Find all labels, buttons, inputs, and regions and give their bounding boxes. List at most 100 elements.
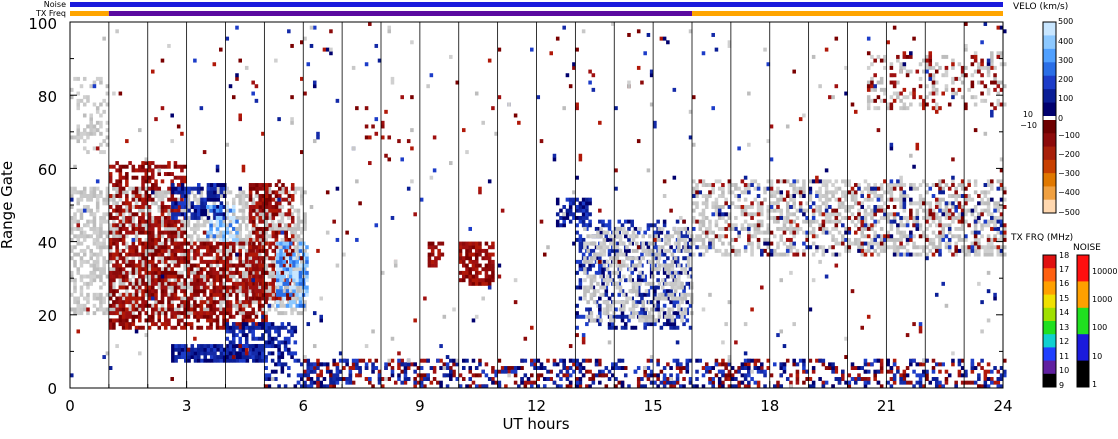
echo-cell xyxy=(154,186,158,191)
echo-cell xyxy=(180,175,184,180)
echo-cell xyxy=(167,172,171,177)
echo-cell xyxy=(238,237,242,242)
echo-cell xyxy=(298,248,303,253)
echo-cell xyxy=(647,318,652,323)
echo-cell xyxy=(607,325,612,330)
echo-cell xyxy=(141,303,145,308)
echo-cell xyxy=(144,212,149,217)
echo-cell xyxy=(295,292,300,297)
echo-cell xyxy=(303,259,307,264)
echo-cell xyxy=(257,252,262,257)
echo-cell xyxy=(824,183,829,187)
echo-cell xyxy=(206,234,210,239)
echo-cell xyxy=(261,259,266,264)
echo-cell xyxy=(471,252,476,257)
echo-cell xyxy=(138,197,142,202)
echo-cell xyxy=(99,267,103,272)
echo-cell xyxy=(789,212,793,217)
echo-cell xyxy=(70,245,74,250)
echo-cell xyxy=(685,245,690,250)
echo-cell xyxy=(782,215,787,220)
echo-cell xyxy=(222,186,227,191)
echo-cell xyxy=(212,285,217,290)
echo-cell xyxy=(128,292,132,297)
echo-cell xyxy=(150,234,155,239)
echo-cell xyxy=(238,263,242,268)
echo-cell xyxy=(915,201,920,206)
echo-cell xyxy=(714,248,719,253)
echo-cell xyxy=(89,278,93,283)
echo-cell xyxy=(957,226,962,231)
echo-cell xyxy=(866,241,871,246)
echo-cell xyxy=(277,230,282,235)
echo-cell xyxy=(89,190,93,195)
echo-cell xyxy=(213,183,217,187)
echo-cell xyxy=(667,270,671,275)
echo-cell xyxy=(704,215,709,220)
echo-cell xyxy=(86,124,90,129)
echo-cell xyxy=(643,278,647,283)
echo-cell xyxy=(779,194,784,198)
echo-cell xyxy=(785,252,790,257)
echo-cell xyxy=(686,248,691,253)
echo-cell xyxy=(147,219,152,224)
echo-cell xyxy=(231,333,236,338)
echo-cell xyxy=(636,311,641,316)
echo-cell xyxy=(583,292,587,297)
echo-cell xyxy=(108,318,113,323)
echo-cell xyxy=(484,263,489,268)
echo-cell xyxy=(750,252,754,257)
echo-cell xyxy=(708,219,712,224)
echo-cell xyxy=(95,186,100,191)
echo-cell xyxy=(293,186,298,191)
echo-cell xyxy=(248,190,253,195)
echo-cell xyxy=(102,245,106,250)
echo-cell xyxy=(176,248,181,253)
echo-cell xyxy=(792,226,796,231)
echo-cell xyxy=(121,300,126,305)
echo-cell xyxy=(609,263,613,268)
echo-cell xyxy=(225,285,230,290)
echo-cell xyxy=(785,245,790,250)
echo-cell xyxy=(248,248,252,253)
echo-cell xyxy=(279,285,283,290)
echo-cell xyxy=(625,230,629,235)
echo-cell xyxy=(82,252,87,257)
echo-cell xyxy=(772,201,777,206)
echo-cell xyxy=(212,307,217,312)
echo-cell xyxy=(636,274,641,279)
echo-cell xyxy=(708,237,712,242)
echo-cell xyxy=(818,208,822,213)
echo-cell xyxy=(662,322,667,327)
echo-cell xyxy=(238,234,242,239)
echo-cell xyxy=(115,161,119,166)
echo-cell xyxy=(206,252,210,257)
echo-cell xyxy=(228,340,233,345)
echo-cell xyxy=(605,278,610,283)
echo-cell xyxy=(157,237,162,242)
echo-cell xyxy=(598,322,602,327)
echo-cell xyxy=(602,241,607,246)
echo-cell xyxy=(189,190,194,195)
echo-cell xyxy=(440,252,445,257)
echo-cell xyxy=(254,351,259,356)
echo-cell xyxy=(189,263,194,268)
echo-cell xyxy=(215,274,220,279)
echo-cell xyxy=(209,292,213,297)
echo-cell xyxy=(170,259,174,264)
echo-cell xyxy=(623,314,628,319)
echo-cell xyxy=(138,219,142,224)
echo-cell xyxy=(821,226,826,231)
echo-cell xyxy=(604,289,609,294)
echo-cell xyxy=(585,208,589,213)
echo-cell xyxy=(954,197,958,202)
echo-cell xyxy=(941,208,945,213)
echo-cell xyxy=(592,234,597,239)
echo-cell xyxy=(622,300,626,305)
echo-cell xyxy=(633,267,638,272)
echo-cell xyxy=(704,183,709,187)
echo-cell xyxy=(594,256,599,261)
echo-cell xyxy=(244,311,249,316)
echo-cell xyxy=(960,245,965,250)
echo-cell xyxy=(173,237,178,242)
